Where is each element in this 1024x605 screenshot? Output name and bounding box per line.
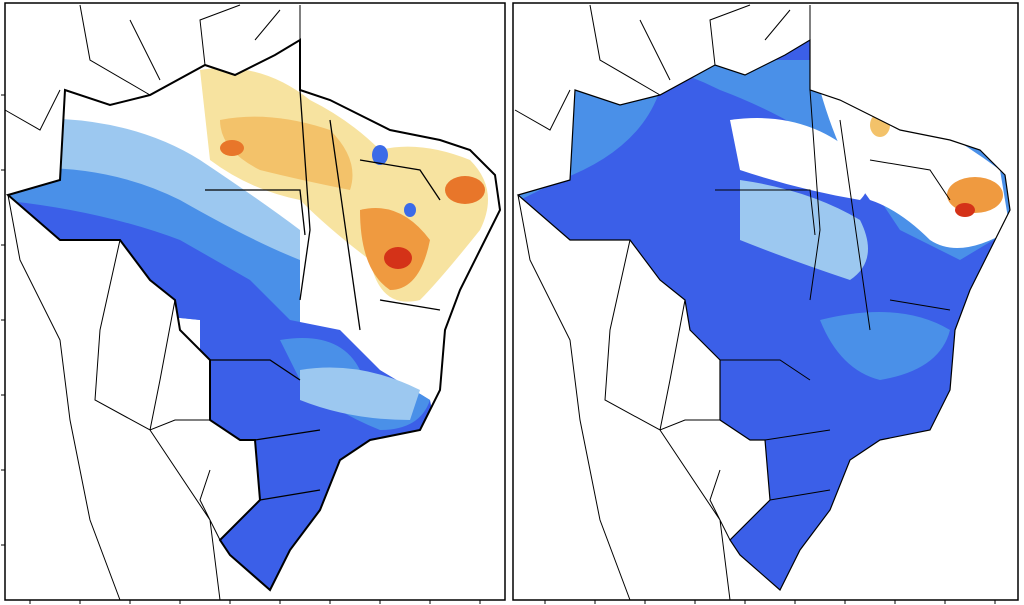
left-panel	[4, 2, 506, 601]
frame-ticks	[1, 94, 996, 604]
state-borders	[205, 89, 441, 501]
state-borders	[715, 89, 951, 501]
right-panel	[512, 2, 1019, 601]
